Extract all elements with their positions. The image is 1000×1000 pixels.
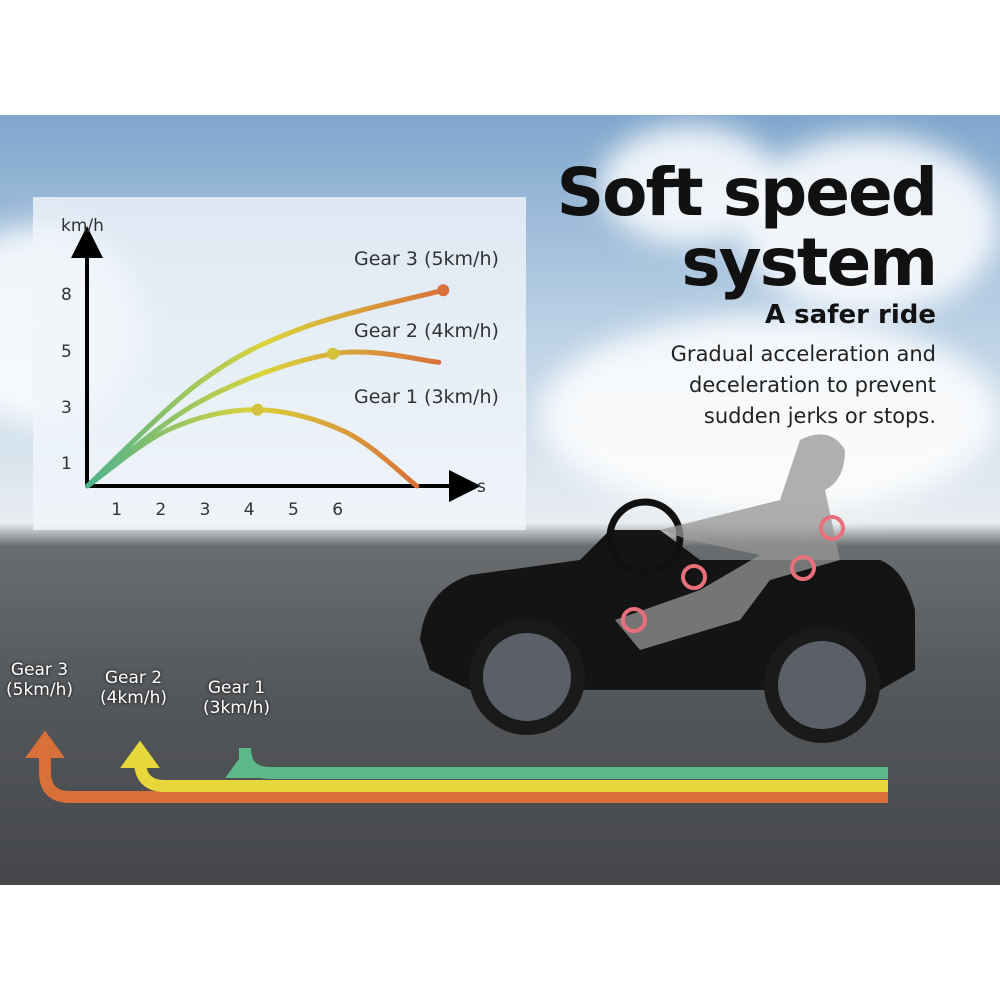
x-tick-label: 6	[332, 500, 343, 520]
y-axis-label: km/h	[61, 216, 104, 236]
series-line-gear-3	[84, 287, 446, 489]
steering-wheel	[606, 498, 684, 576]
peak-marker	[251, 403, 264, 416]
description-line: deceleration to prevent	[689, 373, 936, 397]
child-silhouette	[615, 434, 845, 650]
x-tick-label: 5	[288, 500, 299, 520]
y-tick-label: 5	[61, 342, 72, 362]
arrow-head-icon	[120, 740, 160, 768]
subheadline: A safer ride	[765, 300, 936, 330]
peak-marker	[326, 347, 339, 360]
description: Gradual acceleration and deceleration to…	[596, 339, 936, 432]
arrow-label-gear-3: Gear 3 (5km/h)	[6, 660, 73, 700]
arrow-head-icon	[225, 750, 265, 778]
x-tick-label: 4	[244, 500, 255, 520]
x-tick-label: 3	[200, 500, 211, 520]
speed-arrow	[239, 747, 888, 779]
description-line: Gradual acceleration and	[670, 342, 936, 366]
y-tick-label: 3	[61, 398, 72, 418]
arrow-label-gear-2: Gear 2 (4km/h)	[100, 668, 167, 708]
arrow-head-icon	[25, 730, 65, 758]
arrow-label-gear-1: Gear 1 (3km/h)	[203, 678, 270, 718]
x-tick-label: 2	[155, 500, 166, 520]
speed-chart: km/h s 1 2 3 4 5 6 1 3 5 8 Gear 1 (3km/h) Gear 2 (…	[33, 197, 526, 530]
headline: Soft speed system	[556, 154, 938, 301]
x-tick-label: 1	[111, 500, 122, 520]
series-line-gear-2	[84, 349, 442, 489]
speed-arrow	[39, 754, 888, 803]
series-label-gear-1: Gear 1 (3km/h)	[354, 386, 499, 408]
y-tick-label: 8	[61, 285, 72, 305]
description-line: sudden jerks or stops.	[703, 404, 936, 428]
peak-marker	[437, 284, 450, 297]
series-label-gear-3: Gear 3 (5km/h)	[354, 248, 499, 270]
headline-line-1: Soft speed	[556, 154, 938, 231]
x-axis-label: s	[477, 477, 486, 497]
y-tick-label: 1	[61, 454, 72, 474]
headline-line-2: system	[681, 224, 938, 301]
chart-canvas: km/h s 1 2 3 4 5 6 1 3 5 8 Gear 1 (3km/h) Gear 2 (…	[61, 216, 499, 520]
series-label-gear-2: Gear 2 (4km/h)	[354, 320, 499, 342]
